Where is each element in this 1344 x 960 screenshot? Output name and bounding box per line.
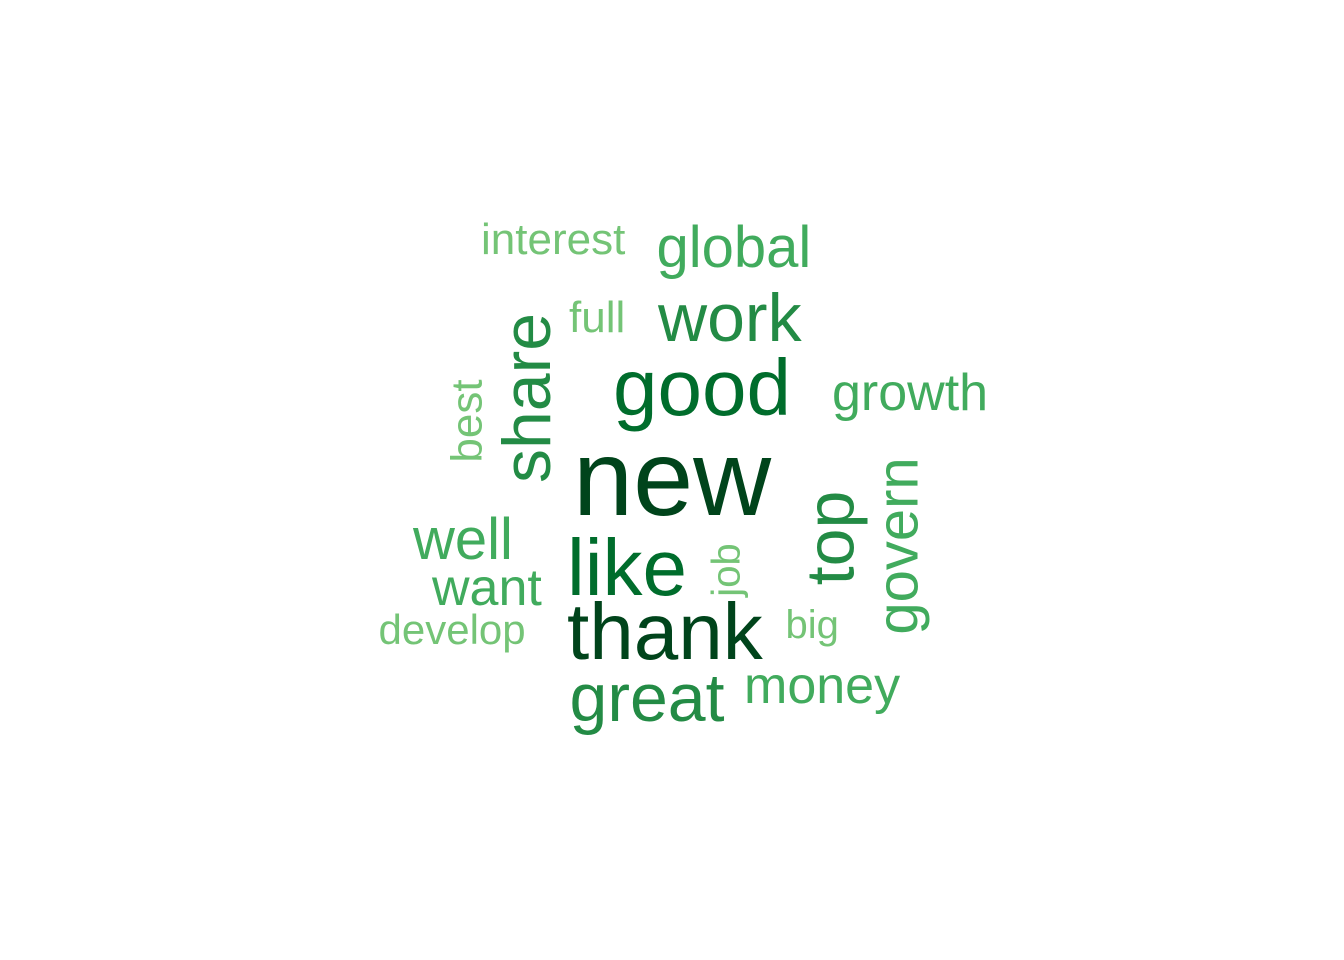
word-new: new — [573, 417, 772, 538]
word-growth: growth — [832, 364, 989, 422]
word-share: share — [489, 312, 566, 484]
word-great: great — [569, 660, 725, 736]
word-thank: thank — [567, 587, 763, 676]
word-good: good — [613, 343, 791, 432]
word-big: big — [785, 603, 839, 647]
word-interest: interest — [481, 215, 626, 264]
word-global: global — [656, 215, 812, 280]
word-develop: develop — [378, 606, 526, 653]
word-job: job — [704, 543, 749, 597]
word-money: money — [744, 657, 901, 715]
word-full: full — [569, 293, 626, 342]
word-govern: govern — [865, 457, 931, 635]
word-work: work — [658, 280, 802, 356]
word-well: well — [413, 507, 513, 572]
word-top: top — [791, 490, 868, 586]
word-want: want — [432, 559, 542, 617]
word-best: best — [442, 379, 492, 463]
word-like: like — [567, 523, 688, 612]
